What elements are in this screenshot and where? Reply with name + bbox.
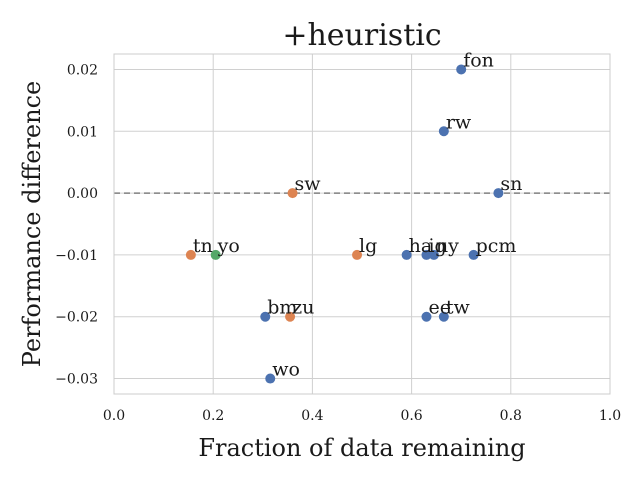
y-tick-label: −0.01 — [55, 248, 98, 264]
data-point-ig — [421, 249, 432, 260]
point-label-sn: sn — [500, 173, 522, 195]
data-point-pcm — [468, 249, 479, 260]
data-point-sw — [287, 188, 298, 199]
grid — [113, 54, 611, 394]
data-point-lg — [352, 249, 363, 260]
point-label-tw: tw — [446, 297, 471, 319]
point-label-rw: rw — [446, 111, 472, 133]
x-axis-label: Fraction of data remaining — [198, 434, 525, 462]
chart-title: +heuristic — [282, 18, 441, 53]
data-point-zu — [285, 311, 296, 322]
data-point-bm — [260, 311, 271, 322]
y-tick-label: 0.00 — [67, 186, 98, 202]
point-label-ny: ny — [436, 235, 459, 257]
plot-frame — [113, 53, 611, 395]
point-label-tn: tn — [193, 235, 213, 257]
point-label-ee: ee — [428, 297, 451, 319]
point-label-sw: sw — [295, 173, 322, 195]
point-label-yo: yo — [217, 235, 240, 257]
x-tick-label: 0.8 — [500, 408, 522, 424]
y-axis-label: Performance difference — [18, 81, 46, 367]
data-point-rw — [438, 126, 449, 137]
data-point-ee — [421, 311, 432, 322]
point-label-fon: fon — [463, 49, 494, 71]
x-tick-label: 0.0 — [103, 408, 125, 424]
point-label-wo: wo — [272, 359, 300, 381]
y-tick-label: 0.01 — [67, 124, 98, 140]
x-tick-label: 0.6 — [400, 408, 422, 424]
y-tick-labels: 0.02 0.01 0.00 −0.01 −0.02 −0.03 — [55, 62, 98, 387]
point-label-pcm: pcm — [476, 235, 517, 257]
data-point-ha — [401, 249, 412, 260]
point-label-lg: lg — [359, 235, 377, 257]
point-label-ig: ig — [428, 235, 446, 257]
x-tick-labels: 0.0 0.2 0.4 0.6 0.8 1.0 — [103, 408, 621, 424]
data-points — [185, 64, 504, 384]
data-point-ny — [428, 249, 439, 260]
y-tick-label: 0.02 — [67, 62, 98, 78]
point-label-zu: zu — [292, 297, 314, 319]
point-label-bm: bm — [267, 297, 297, 319]
data-point-tw — [438, 311, 449, 322]
y-tick-label: −0.02 — [55, 310, 98, 326]
data-point-wo — [265, 373, 276, 384]
data-point-tn — [185, 249, 196, 260]
x-tick-label: 0.4 — [301, 408, 323, 424]
x-tick-label: 1.0 — [599, 408, 621, 424]
data-point-fon — [456, 64, 467, 75]
y-tick-label: −0.03 — [55, 372, 98, 388]
data-point-sn — [493, 188, 504, 199]
x-tick-label: 0.2 — [202, 408, 224, 424]
point-label-ha: ha — [409, 235, 433, 257]
data-point-yo — [210, 249, 221, 260]
